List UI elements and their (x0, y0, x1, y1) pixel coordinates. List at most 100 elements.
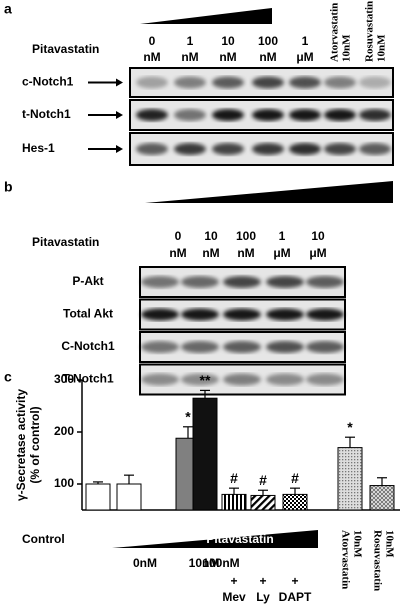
band (252, 76, 284, 89)
y-tick-label: 300 (54, 372, 74, 386)
dose-value: 1 (302, 34, 309, 48)
bar (192, 397, 218, 511)
bar (369, 485, 395, 511)
bar (282, 493, 308, 511)
band (223, 308, 261, 321)
band (136, 76, 168, 89)
bar (250, 494, 276, 511)
dose-value: 1 (187, 34, 194, 48)
band (359, 143, 391, 155)
comparator-label: Rosuvastatin (364, 1, 376, 62)
dose-value: 0 (175, 229, 182, 243)
band (181, 341, 219, 353)
band (136, 109, 168, 121)
band (212, 143, 244, 155)
significance-mark: # (291, 470, 299, 486)
band (223, 276, 261, 288)
row-label: P-Akt (72, 274, 103, 288)
dose-label: 10nM (189, 556, 220, 570)
dose-unit: nM (237, 246, 254, 260)
dose-wedge (140, 8, 272, 24)
band (212, 109, 244, 121)
band (212, 76, 244, 89)
comparator-label: Atorvastatin (339, 530, 351, 589)
arrow-head (116, 111, 123, 119)
panel-label: c (4, 369, 12, 385)
row-label: t-Notch1 (22, 107, 71, 121)
band (289, 76, 321, 89)
comparator-label: Rosuvastatin (371, 530, 383, 591)
dose-value: 100 (236, 229, 256, 243)
dose-value: 10 (204, 229, 218, 243)
treatment-label: Pitavastatin (32, 235, 99, 249)
band (174, 109, 206, 121)
arrow-head (116, 145, 123, 153)
dose-label: 100nM (202, 556, 239, 570)
row-label: c-Notch1 (22, 75, 74, 89)
cotreatment-label: Ly (256, 590, 270, 604)
band (174, 143, 206, 155)
cotreatment-label: + (291, 574, 298, 588)
band (266, 308, 304, 321)
dose-value: 0 (149, 34, 156, 48)
comparator-label: Atorvastatin (329, 3, 341, 62)
significance-mark: # (259, 472, 267, 488)
cotreatment-label: Mev (222, 590, 246, 604)
dose-value: 10 (311, 229, 325, 243)
row-label: T-Notch1 (62, 372, 114, 386)
dose-unit: μM (309, 246, 326, 260)
significance-mark: ** (200, 372, 211, 388)
y-tick-label: 100 (54, 476, 74, 490)
band (324, 109, 356, 121)
band (306, 308, 344, 321)
cotreatment-label: + (230, 574, 237, 588)
band (306, 276, 344, 288)
comparator-label: 10nM (341, 34, 353, 62)
comparator-label: 10nM (383, 530, 395, 558)
panel-label: b (4, 179, 13, 195)
band (306, 373, 344, 386)
row-label: Total Akt (63, 307, 113, 321)
dose-wedge (145, 181, 393, 203)
y-axis-label: (% of control) (28, 406, 42, 483)
band (266, 341, 304, 353)
dose-wedge (112, 530, 318, 548)
cotreatment-label: DAPT (279, 590, 312, 604)
band (359, 76, 391, 89)
dose-value: 10 (221, 34, 235, 48)
band (266, 373, 304, 386)
significance-mark: # (230, 470, 238, 486)
dose-label: 0nM (133, 556, 157, 570)
band (252, 109, 284, 121)
band (141, 341, 179, 353)
dose-unit: nM (143, 50, 160, 64)
bar (85, 483, 111, 511)
dose-unit: nM (259, 50, 276, 64)
panel-label: a (4, 1, 12, 17)
dose-unit: nM (219, 50, 236, 64)
dose-value: 100 (258, 34, 278, 48)
arrow-head (116, 78, 123, 87)
band (141, 308, 179, 321)
control-label: Control (22, 532, 65, 546)
dose-value: 1 (279, 229, 286, 243)
band (181, 308, 219, 321)
significance-mark: * (347, 419, 353, 435)
dose-unit: nM (202, 246, 219, 260)
row-label: Hes-1 (22, 141, 55, 155)
band (223, 341, 261, 353)
band (289, 109, 321, 121)
band (359, 109, 391, 121)
significance-mark: * (185, 409, 191, 425)
band (141, 373, 179, 386)
dose-unit: μM (273, 246, 290, 260)
band (306, 341, 344, 353)
band (181, 276, 219, 288)
bar (221, 493, 247, 511)
y-tick-label: 200 (54, 424, 74, 438)
y-axis-label: γ-Secretase activity (14, 389, 28, 501)
treatment-label: Pitavastatin (206, 532, 273, 546)
dose-unit: nM (181, 50, 198, 64)
band (223, 373, 261, 386)
